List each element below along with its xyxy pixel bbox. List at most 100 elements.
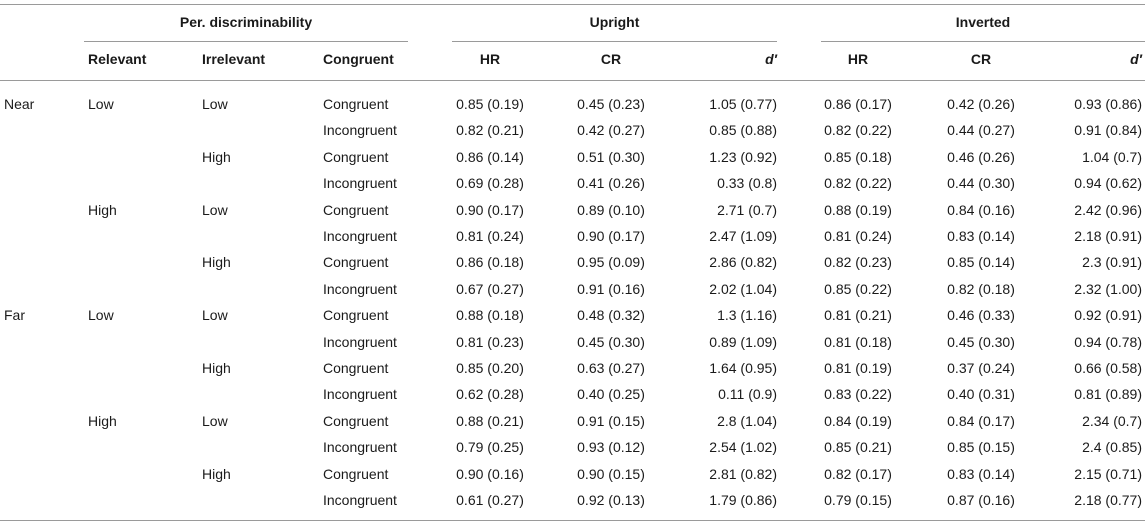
inverted-d-cell: 0.66 (0.58) <box>1074 360 1142 376</box>
inverted-cr-cell: 0.85 (0.14) <box>947 254 1015 270</box>
upright-hr-cell: 0.85 (0.19) <box>456 96 524 112</box>
inverted-cr-cell: 0.83 (0.14) <box>947 466 1015 482</box>
header-upright-d-prime: d′ <box>765 51 777 67</box>
irrelevant-cell: Low <box>202 202 228 218</box>
header-relevant: Relevant <box>88 51 147 67</box>
distance-cell: Far <box>4 307 25 323</box>
header-irrelevant: Irrelevant <box>202 51 266 67</box>
upright-d-cell: 1.79 (0.86) <box>709 492 777 508</box>
congruent-cell: Incongruent <box>323 334 397 350</box>
upright-d-cell: 0.11 (0.9) <box>718 386 777 402</box>
inverted-cr-cell: 0.83 (0.14) <box>947 228 1015 244</box>
inverted-hr-cell: 0.81 (0.18) <box>824 334 892 350</box>
congruent-cell: Congruent <box>323 202 389 218</box>
header-congruent: Congruent <box>323 51 394 67</box>
upright-hr-cell: 0.82 (0.21) <box>456 122 524 138</box>
inverted-hr-cell: 0.85 (0.22) <box>824 281 892 297</box>
congruent-cell: Incongruent <box>323 122 397 138</box>
irrelevant-cell: Low <box>202 413 228 429</box>
inverted-hr-cell: 0.82 (0.22) <box>824 122 892 138</box>
inverted-d-cell: 2.42 (0.96) <box>1074 202 1142 218</box>
congruent-cell: Incongruent <box>323 386 397 402</box>
relevant-cell: High <box>88 202 117 218</box>
upright-d-cell: 2.81 (0.82) <box>709 466 777 482</box>
congruent-cell: Congruent <box>323 254 389 270</box>
upright-d-cell: 0.33 (0.8) <box>717 175 777 191</box>
upright-hr-cell: 0.61 (0.27) <box>456 492 524 508</box>
header-bottom-rule <box>0 80 1145 81</box>
upright-d-cell: 0.85 (0.88) <box>709 122 777 138</box>
upright-cr-cell: 0.90 (0.17) <box>577 228 645 244</box>
inverted-d-cell: 2.32 (1.00) <box>1074 281 1142 297</box>
upright-cr-cell: 0.48 (0.32) <box>577 307 645 323</box>
upright-d-cell: 0.89 (1.09) <box>709 334 777 350</box>
inverted-d-cell: 1.04 (0.7) <box>1082 149 1142 165</box>
relevant-cell: Low <box>88 96 114 112</box>
inverted-cr-cell: 0.37 (0.24) <box>947 360 1015 376</box>
inverted-cr-cell: 0.84 (0.16) <box>947 202 1015 218</box>
inverted-cr-cell: 0.40 (0.31) <box>947 386 1015 402</box>
inverted-hr-cell: 0.81 (0.19) <box>824 360 892 376</box>
inverted-d-cell: 0.91 (0.84) <box>1074 122 1142 138</box>
inverted-hr-cell: 0.86 (0.17) <box>824 96 892 112</box>
upright-hr-cell: 0.85 (0.20) <box>456 360 524 376</box>
upright-d-cell: 2.71 (0.7) <box>717 202 777 218</box>
inverted-cr-cell: 0.84 (0.17) <box>947 413 1015 429</box>
inverted-cr-cell: 0.46 (0.26) <box>947 149 1015 165</box>
upright-d-cell: 2.8 (1.04) <box>717 413 777 429</box>
upright-cr-cell: 0.90 (0.15) <box>577 466 645 482</box>
header-inverted: Inverted <box>955 14 1011 30</box>
upright-cr-cell: 0.45 (0.23) <box>577 96 645 112</box>
irrelevant-cell: Low <box>202 96 228 112</box>
congruent-cell: Congruent <box>323 360 389 376</box>
congruent-cell: Congruent <box>323 149 389 165</box>
upright-underline <box>452 41 777 42</box>
upright-d-cell: 1.3 (1.16) <box>717 307 777 323</box>
inverted-hr-cell: 0.81 (0.24) <box>824 228 892 244</box>
irrelevant-cell: High <box>202 149 231 165</box>
upright-d-cell: 2.86 (0.82) <box>709 254 777 270</box>
inverted-d-cell: 2.34 (0.7) <box>1082 413 1142 429</box>
upright-cr-cell: 0.51 (0.30) <box>577 149 645 165</box>
upright-hr-cell: 0.88 (0.21) <box>456 413 524 429</box>
header-upright: Upright <box>589 14 640 30</box>
irrelevant-cell: High <box>202 360 231 376</box>
upright-cr-cell: 0.45 (0.30) <box>577 334 645 350</box>
top-rule <box>0 4 1145 5</box>
upright-hr-cell: 0.67 (0.27) <box>456 281 524 297</box>
inverted-hr-cell: 0.84 (0.19) <box>824 413 892 429</box>
irrelevant-cell: High <box>202 254 231 270</box>
congruent-cell: Incongruent <box>323 492 397 508</box>
relevant-cell: Low <box>88 307 114 323</box>
relevant-cell: High <box>88 413 117 429</box>
header-upright-cr: CR <box>600 51 622 67</box>
inverted-hr-cell: 0.83 (0.22) <box>824 386 892 402</box>
header-inverted-hr: HR <box>847 51 869 67</box>
upright-hr-cell: 0.81 (0.23) <box>456 334 524 350</box>
inverted-cr-cell: 0.87 (0.16) <box>947 492 1015 508</box>
congruent-cell: Incongruent <box>323 281 397 297</box>
inverted-hr-cell: 0.85 (0.21) <box>824 439 892 455</box>
upright-hr-cell: 0.62 (0.28) <box>456 386 524 402</box>
header-upright-hr: HR <box>479 51 501 67</box>
inverted-d-cell: 2.3 (0.91) <box>1082 254 1142 270</box>
upright-hr-cell: 0.69 (0.28) <box>456 175 524 191</box>
inverted-d-cell: 2.18 (0.77) <box>1074 492 1142 508</box>
upright-cr-cell: 0.95 (0.09) <box>577 254 645 270</box>
inverted-cr-cell: 0.82 (0.18) <box>947 281 1015 297</box>
header-inverted-cr: CR <box>970 51 992 67</box>
upright-d-cell: 1.64 (0.95) <box>709 360 777 376</box>
irrelevant-cell: High <box>202 466 231 482</box>
congruent-cell: Congruent <box>323 96 389 112</box>
per-discriminability-underline <box>84 41 408 42</box>
upright-d-cell: 1.23 (0.92) <box>709 149 777 165</box>
inverted-cr-cell: 0.45 (0.30) <box>947 334 1015 350</box>
congruent-cell: Incongruent <box>323 175 397 191</box>
inverted-d-cell: 0.81 (0.89) <box>1074 386 1142 402</box>
inverted-hr-cell: 0.85 (0.18) <box>824 149 892 165</box>
inverted-hr-cell: 0.88 (0.19) <box>824 202 892 218</box>
upright-d-cell: 2.54 (1.02) <box>709 439 777 455</box>
inverted-hr-cell: 0.82 (0.23) <box>824 254 892 270</box>
upright-hr-cell: 0.88 (0.18) <box>456 307 524 323</box>
